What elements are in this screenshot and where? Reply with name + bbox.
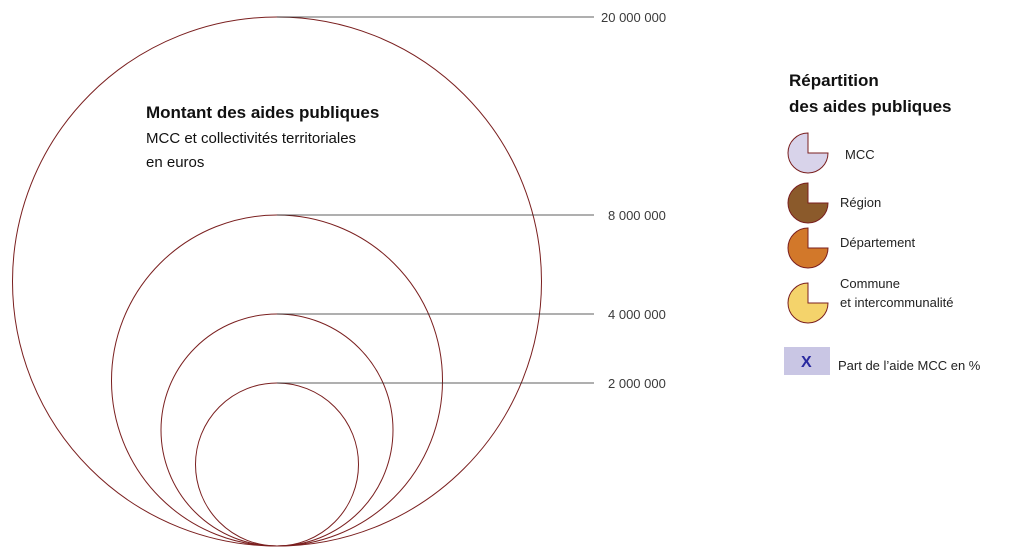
legend-swatch-region xyxy=(787,182,829,224)
legend-title-line1: Répartition xyxy=(789,71,879,90)
circle-4000000 xyxy=(160,313,394,547)
main-subtitle-line1: MCC et collectivités territoriales xyxy=(146,130,356,147)
main-title: Montant des aides publiques xyxy=(146,103,379,122)
main-title-block: Montant des aides publiques MCC et colle… xyxy=(146,103,379,171)
scale-label-2000000: 2 000 000 xyxy=(608,376,666,391)
circle-20000000 xyxy=(12,16,542,547)
legend-swatch-mcc xyxy=(787,132,829,174)
legend: Répartition des aides publiques MCC Régi… xyxy=(784,71,981,375)
legend-badge-box xyxy=(784,347,830,375)
legend-swatch-commune xyxy=(787,282,829,324)
legend-label-commune-line2: et intercommunalité xyxy=(840,295,953,310)
scale-label-20000000: 20 000 000 xyxy=(601,10,666,25)
legend-label-region: Région xyxy=(840,195,881,210)
legend-badge-label: Part de l’aide MCC en % xyxy=(838,358,981,373)
scale-label-4000000: 4 000 000 xyxy=(608,307,666,322)
legend-label-mcc: MCC xyxy=(845,147,875,162)
legend-title-line2: des aides publiques xyxy=(789,97,952,116)
legend-badge-symbol: X xyxy=(801,354,812,371)
scale-label-8000000: 8 000 000 xyxy=(608,208,666,223)
circle-2000000 xyxy=(195,382,359,547)
scale-circles xyxy=(12,16,542,547)
legend-label-departement: Département xyxy=(840,235,916,250)
main-subtitle-line2: en euros xyxy=(146,154,204,171)
scale-labels: 20 000 000 8 000 000 4 000 000 2 000 000 xyxy=(601,10,666,391)
circle-8000000 xyxy=(111,214,443,547)
legend-label-commune-line1: Commune xyxy=(840,276,900,291)
legend-swatch-departement xyxy=(787,227,829,269)
scale-leaders xyxy=(277,16,594,384)
